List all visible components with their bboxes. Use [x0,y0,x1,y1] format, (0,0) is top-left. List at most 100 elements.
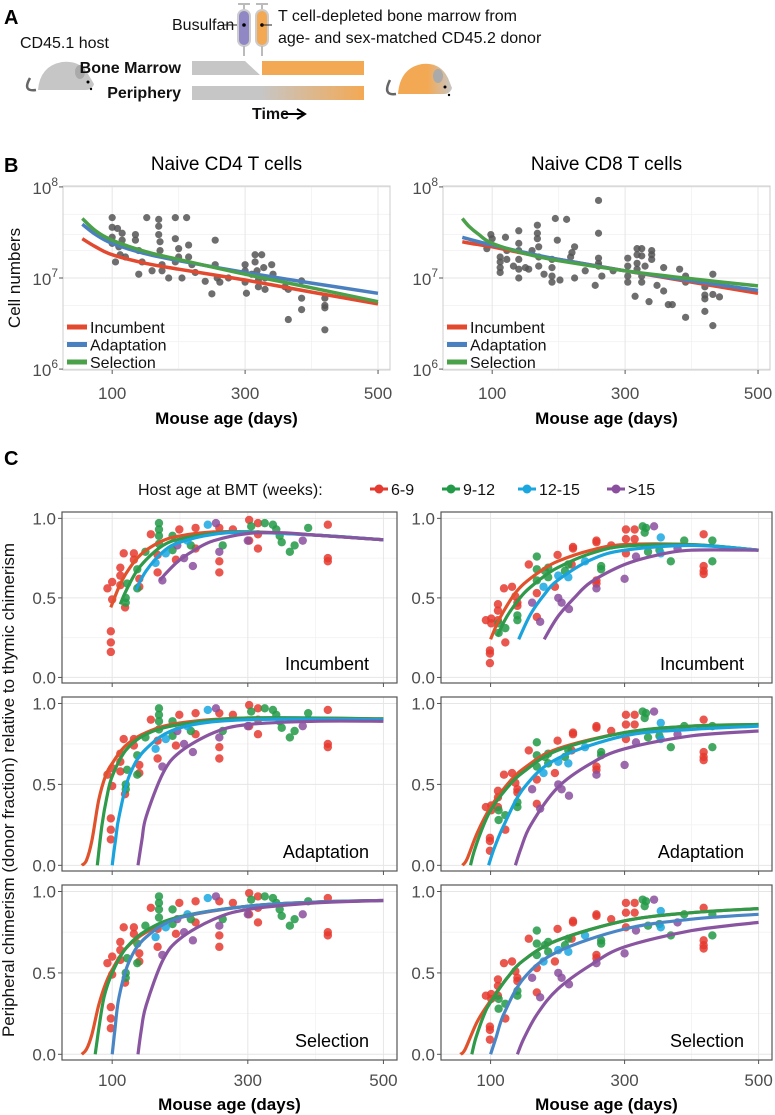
data-point [699,530,708,539]
data-point [215,931,224,940]
data-point [499,958,509,968]
chart-c-cd4-adaptation: 0.0 0.5 1.0 Adaptation [32,694,398,875]
data-point [624,262,632,270]
data-point [699,715,708,724]
model-curve [513,729,759,866]
data-point [553,736,562,745]
data-point [630,720,639,729]
x-tick-label: 100 [98,384,126,403]
data-point [550,957,560,966]
data-point [640,713,649,723]
data-point [106,825,116,834]
data-point [701,307,709,315]
x-tick-label: 300 [610,1071,638,1090]
data-point [638,245,646,253]
data-point [303,523,313,533]
y-tick-label: 1.0 [411,694,435,713]
data-point [135,949,144,958]
data-point [631,292,639,300]
data-point [211,236,219,244]
busulfan-label: Busulfan [172,17,234,34]
model-curve [136,719,384,866]
legend-item: 6-9 [370,482,414,499]
data-point [568,249,576,257]
data-point [532,552,542,561]
data-point [524,934,533,943]
data-point [116,563,125,572]
data-point [570,274,579,282]
chart-c-cd4-incumbent: 0.0 0.5 1.0 Incumbent [32,509,398,687]
data-point [708,557,717,566]
data-point [515,227,523,235]
data-point [568,916,578,926]
model-curve-incumbent [81,237,379,306]
data-point [154,525,164,534]
data-point [641,262,649,270]
x-tick-label: 500 [369,1071,397,1090]
data-point [550,768,560,778]
busulfan-syringe-icon [237,3,251,56]
data-point [154,518,164,528]
data-point [656,533,665,542]
data-point [155,215,163,223]
data-point [653,281,661,289]
legend-label: Incumbent [470,320,545,337]
data-point [203,893,212,903]
data-point [709,270,717,278]
data-point [323,931,333,940]
data-point [592,538,601,547]
data-point [151,744,160,753]
data-point [548,272,556,280]
data-point [208,290,216,298]
data-point [155,222,163,230]
model-label: Incumbent [660,654,744,674]
data-point [106,647,116,657]
data-point [131,230,140,239]
y-tick-label: 106 [412,357,438,380]
data-point [215,921,224,930]
data-point [649,522,659,531]
data-point [638,252,646,260]
legend-item: 9-12 [442,482,495,499]
data-point [185,253,193,261]
data-point [699,755,708,765]
data-point [243,536,253,545]
data-point [630,525,639,534]
legend-item: Incumbent [447,320,545,337]
data-point [203,520,212,529]
data-point [154,717,164,726]
legend-swatch-dot [522,484,532,494]
data-point [251,251,259,259]
y-tick-label: 0.5 [411,964,435,983]
y-tick-label: 0.0 [32,668,56,687]
data-point [621,534,631,544]
data-point [524,560,533,569]
y-axis-title: Peripheral chimerism (donor fraction) re… [0,543,18,1037]
y-tick-label: 1.0 [32,883,56,902]
data-point [175,245,183,253]
host-label: CD45.1 host [20,35,109,52]
data-point [188,561,198,571]
data-point [290,914,299,924]
x-tick-label: 300 [231,384,259,403]
data-point [175,710,184,720]
y-tick-label: 0.0 [32,1045,56,1064]
data-point [533,221,541,229]
data-point [156,238,164,246]
data-point [499,584,509,593]
model-curve [468,722,759,866]
data-point [215,942,224,952]
x-axis-title: Mouse age (days) [155,409,298,428]
x-axis-title: Mouse age (days) [535,1095,678,1114]
data-point [624,254,632,262]
model-label: Adaptation [658,842,744,862]
data-point [268,261,276,269]
data-point [620,760,629,770]
data-point [709,322,717,330]
host-mouse-icon [25,61,94,92]
x-tick-label: 100 [478,384,506,403]
legend-label: 12-15 [539,482,580,499]
y-tick-label: 106 [32,357,58,380]
data-point [106,814,116,823]
